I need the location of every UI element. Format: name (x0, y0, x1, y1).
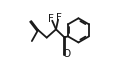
Text: F: F (56, 13, 62, 23)
Text: F: F (48, 14, 53, 24)
Text: O: O (62, 49, 71, 59)
